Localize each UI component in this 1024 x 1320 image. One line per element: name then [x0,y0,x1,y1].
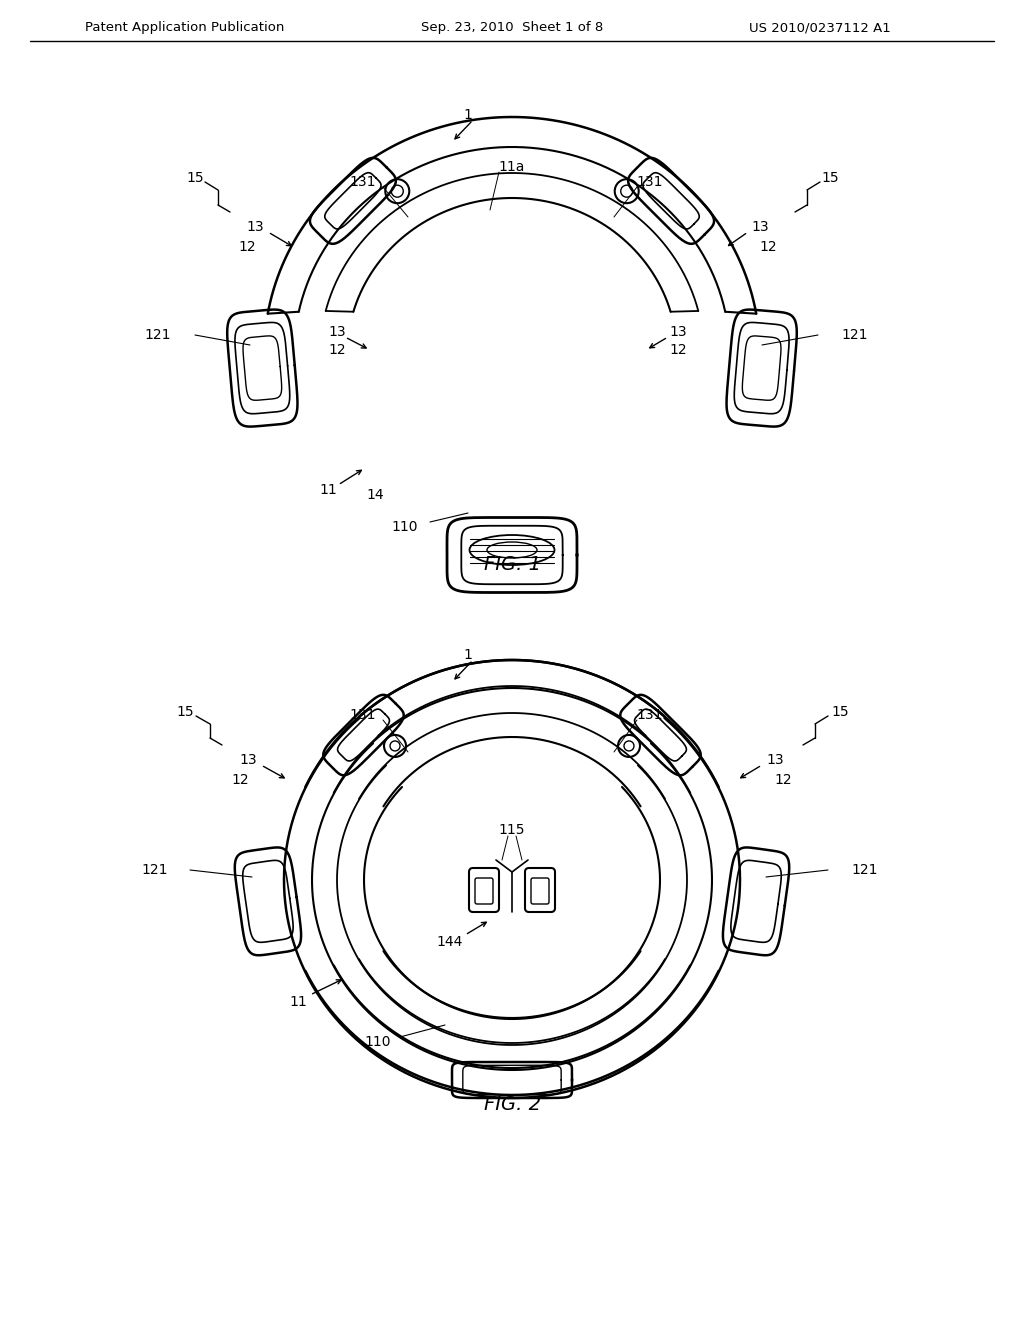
Text: 131: 131 [637,708,664,722]
Text: 110: 110 [365,1035,391,1049]
Text: 11a: 11a [499,160,525,174]
Text: 144: 144 [437,935,463,949]
Text: 1: 1 [464,108,472,121]
Text: 110: 110 [392,520,418,535]
Text: 121: 121 [842,327,868,342]
Text: FIG. 1: FIG. 1 [483,556,541,574]
Text: 12: 12 [239,240,256,253]
Text: 15: 15 [186,172,204,185]
Text: 12: 12 [231,774,249,787]
Text: FIG. 2: FIG. 2 [483,1096,541,1114]
Text: Patent Application Publication: Patent Application Publication [85,21,285,34]
Text: Sep. 23, 2010  Sheet 1 of 8: Sep. 23, 2010 Sheet 1 of 8 [421,21,603,34]
Text: 121: 121 [144,327,171,342]
Text: 12: 12 [328,343,346,356]
Text: 11: 11 [319,483,337,498]
Text: 131: 131 [350,176,376,189]
Text: 13: 13 [246,220,264,234]
Text: 131: 131 [637,176,664,189]
Text: 13: 13 [752,220,769,234]
Text: 12: 12 [774,774,792,787]
Text: 13: 13 [766,752,783,767]
Text: 14: 14 [367,488,384,502]
Text: 13: 13 [670,325,687,339]
Text: 121: 121 [852,863,879,876]
Text: US 2010/0237112 A1: US 2010/0237112 A1 [750,21,891,34]
Text: 15: 15 [821,172,839,185]
Text: 13: 13 [240,752,257,767]
Text: 131: 131 [350,708,376,722]
Text: 15: 15 [831,705,849,719]
Text: 121: 121 [141,863,168,876]
Text: 115: 115 [499,822,525,837]
Text: 11: 11 [289,995,307,1008]
Text: 12: 12 [759,240,777,253]
Text: 15: 15 [176,705,194,719]
Text: 12: 12 [670,343,687,356]
Text: 1: 1 [464,648,472,663]
Text: 13: 13 [328,325,346,339]
